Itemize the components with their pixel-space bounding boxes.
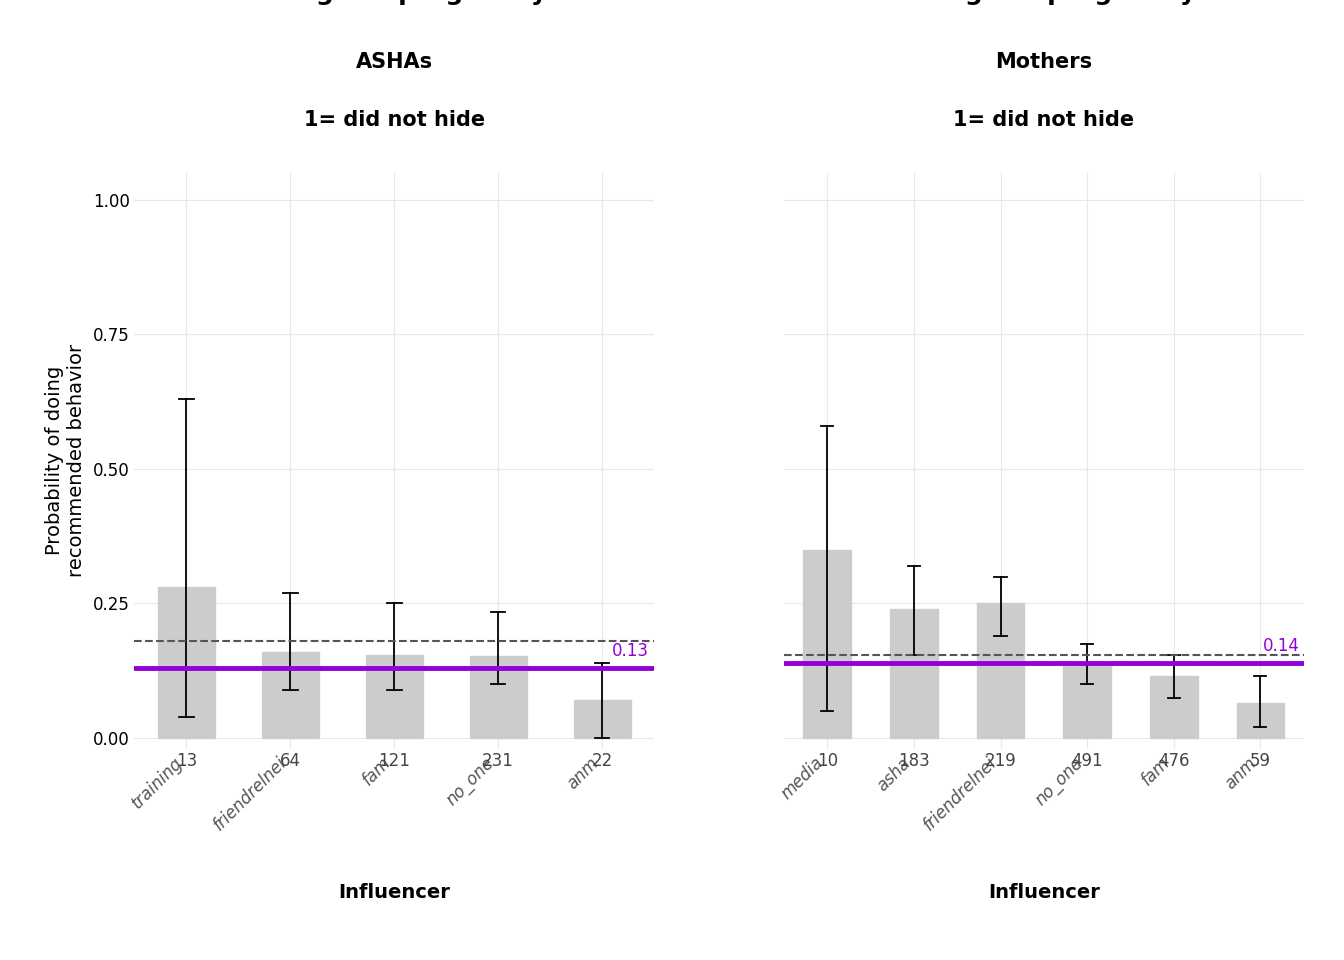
Text: 13: 13 bbox=[176, 752, 198, 770]
Bar bbox=[262, 652, 319, 738]
Text: 64: 64 bbox=[280, 752, 301, 770]
Text: 10: 10 bbox=[817, 752, 837, 770]
X-axis label: Influencer: Influencer bbox=[988, 882, 1099, 901]
Text: 476: 476 bbox=[1159, 752, 1189, 770]
Bar bbox=[890, 609, 938, 738]
Bar bbox=[366, 655, 423, 738]
Bar bbox=[574, 701, 630, 738]
Text: Hiding the pregnancy: Hiding the pregnancy bbox=[242, 0, 547, 5]
Bar bbox=[804, 550, 851, 738]
Text: ASHAs: ASHAs bbox=[356, 52, 433, 72]
Text: 183: 183 bbox=[898, 752, 930, 770]
Bar bbox=[1236, 703, 1284, 738]
Text: Hiding the pregnancy: Hiding the pregnancy bbox=[891, 0, 1196, 5]
Text: 231: 231 bbox=[482, 752, 515, 770]
Text: 491: 491 bbox=[1071, 752, 1103, 770]
Text: 0.13: 0.13 bbox=[612, 642, 649, 660]
Text: 219: 219 bbox=[985, 752, 1016, 770]
Text: 22: 22 bbox=[591, 752, 613, 770]
Bar bbox=[977, 604, 1024, 738]
Bar bbox=[469, 657, 527, 738]
Text: 1= did not hide: 1= did not hide bbox=[953, 109, 1134, 130]
Bar bbox=[157, 588, 215, 738]
X-axis label: Influencer: Influencer bbox=[339, 882, 450, 901]
Text: 0.14: 0.14 bbox=[1262, 636, 1300, 655]
Text: Mothers: Mothers bbox=[996, 52, 1093, 72]
Text: 59: 59 bbox=[1250, 752, 1271, 770]
Bar bbox=[1150, 676, 1198, 738]
Bar bbox=[1063, 665, 1111, 738]
Text: 1= did not hide: 1= did not hide bbox=[304, 109, 485, 130]
Y-axis label: Probability of doing
recommended behavior: Probability of doing recommended behavio… bbox=[44, 345, 86, 577]
Text: 121: 121 bbox=[378, 752, 410, 770]
